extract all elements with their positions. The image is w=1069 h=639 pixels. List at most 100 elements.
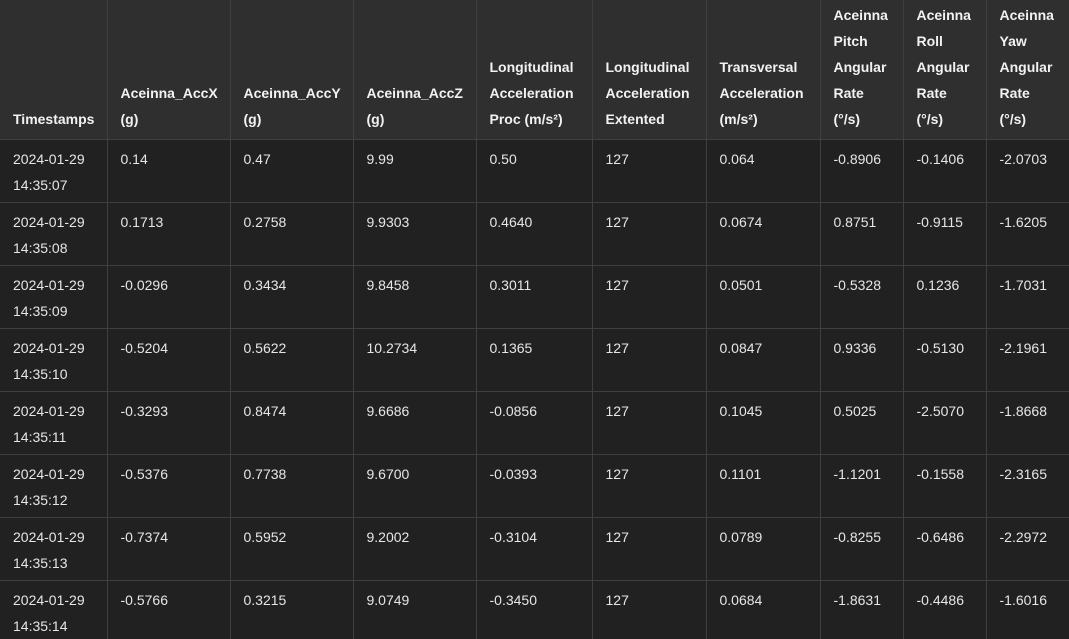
table-cell: 0.1365 [476, 328, 593, 392]
table-cell: 0.3215 [230, 580, 354, 639]
table-cell: -1.8668 [986, 391, 1069, 455]
column-header: Timestamps [0, 0, 108, 140]
table-cell: 127 [592, 391, 707, 455]
timestamp-date: 2024-01-29 [13, 402, 85, 419]
table-cell: 0.5025 [820, 391, 904, 455]
table-cell: 0.5622 [230, 328, 354, 392]
timestamp-cell: 2024-01-29 14:35:10 [0, 328, 108, 392]
table-row: 2024-01-29 14:35:11 -0.3293 0.8474 9.6686 -0.… [0, 391, 1069, 455]
column-header-label: Longitudinal [605, 58, 690, 75]
column-header-label: (°/s) [833, 110, 861, 127]
timestamp-time: 14:35:07 [13, 176, 68, 193]
column-header: Aceinna Yaw Angular Rate (°/s) [986, 0, 1069, 140]
column-header: Transversal Acceleration (m/s²) [706, 0, 821, 140]
timestamp-time: 14:35:12 [13, 491, 68, 508]
timestamp-cell: 2024-01-29 14:35:12 [0, 454, 108, 518]
timestamp-cell: 2024-01-29 14:35:09 [0, 265, 108, 329]
table-cell: 9.8458 [353, 265, 477, 329]
column-header-label: (°/s) [916, 110, 944, 127]
table-cell: -1.6205 [986, 202, 1069, 266]
column-header-label: (°/s) [999, 110, 1027, 127]
table-row: 2024-01-29 14:35:13 -0.7374 0.5952 9.2002 -0.… [0, 517, 1069, 581]
table-cell: 127 [592, 139, 707, 203]
timestamp-date: 2024-01-29 [13, 339, 85, 356]
timestamp-time: 14:35:14 [13, 617, 68, 634]
table-cell: 127 [592, 580, 707, 639]
table-row: 2024-01-29 14:35:07 0.14 0.47 9.99 0.50 127 0.0… [0, 139, 1069, 203]
table-row: 2024-01-29 14:35:08 0.1713 0.2758 9.9303 0.46… [0, 202, 1069, 266]
table-cell: 0.50 [476, 139, 593, 203]
column-header-label: Proc (m/s²) [489, 110, 563, 127]
table-cell: 127 [592, 265, 707, 329]
table-cell: -0.8255 [820, 517, 904, 581]
table-cell: -0.1558 [903, 454, 987, 518]
table-cell: -2.0703 [986, 139, 1069, 203]
column-header-label: Angular [999, 58, 1053, 75]
column-header-label: Aceinna [916, 6, 971, 23]
column-header-label: Aceinna_AccX [120, 84, 218, 101]
column-header-label: Rate [916, 84, 947, 101]
table-cell: -2.3165 [986, 454, 1069, 518]
table-cell: -0.3293 [107, 391, 231, 455]
table-cell: 0.2758 [230, 202, 354, 266]
table-cell: 0.7738 [230, 454, 354, 518]
table-cell: 10.2734 [353, 328, 477, 392]
table-cell: 127 [592, 202, 707, 266]
column-header: Aceinna Roll Angular Rate (°/s) [903, 0, 987, 140]
column-header: Aceinna_AccX (g) [107, 0, 231, 140]
table-cell: 9.9303 [353, 202, 477, 266]
table-cell: -0.1406 [903, 139, 987, 203]
table-cell: 0.8474 [230, 391, 354, 455]
table-cell: 0.47 [230, 139, 354, 203]
column-header-label: Acceleration [605, 84, 690, 101]
table-cell: 0.14 [107, 139, 231, 203]
table-cell: 0.1713 [107, 202, 231, 266]
timestamp-cell: 2024-01-29 14:35:13 [0, 517, 108, 581]
column-header-label: (g) [120, 110, 139, 127]
table-cell: -2.2972 [986, 517, 1069, 581]
column-header: Aceinna_AccY (g) [230, 0, 354, 140]
column-header: Longitudinal Acceleration Extented [592, 0, 707, 140]
table-cell: 0.1101 [706, 454, 821, 518]
table-cell: 0.1236 [903, 265, 987, 329]
column-header-label: Yaw [999, 32, 1027, 49]
timestamp-date: 2024-01-29 [13, 150, 85, 167]
timestamp-time: 14:35:10 [13, 365, 68, 382]
column-header-label: Aceinna_AccY [243, 84, 341, 101]
timestamp-time: 14:35:11 [13, 428, 67, 445]
column-header-label: (g) [243, 110, 262, 127]
table-cell: 9.0749 [353, 580, 477, 639]
table-row: 2024-01-29 14:35:12 -0.5376 0.7738 9.6700 -0.… [0, 454, 1069, 518]
table-body: 2024-01-29 14:35:07 0.14 0.47 9.99 0.50 127 0.0… [0, 139, 1069, 639]
table-cell: 9.99 [353, 139, 477, 203]
table-cell: 0.3011 [476, 265, 593, 329]
table-cell: 0.1045 [706, 391, 821, 455]
table-row: 2024-01-29 14:35:10 -0.5204 0.5622 10.2734 0.… [0, 328, 1069, 392]
column-header-label: Acceleration [489, 84, 574, 101]
timestamp-date: 2024-01-29 [13, 276, 85, 293]
column-header-label: Acceleration [719, 84, 804, 101]
table-cell: 9.6700 [353, 454, 477, 518]
timestamp-date: 2024-01-29 [13, 591, 85, 608]
table-cell: -0.0393 [476, 454, 593, 518]
column-header-label: Angular [916, 58, 970, 75]
table-cell: -2.5070 [903, 391, 987, 455]
column-header-label: Aceinna_AccZ [366, 84, 463, 101]
table-cell: -0.5328 [820, 265, 904, 329]
timestamp-cell: 2024-01-29 14:35:14 [0, 580, 108, 639]
column-header-label: Timestamps [13, 110, 95, 127]
column-header-label: Roll [916, 32, 943, 49]
column-header-label: Aceinna [999, 6, 1054, 23]
table-cell: -0.5376 [107, 454, 231, 518]
table-header: Timestamps Aceinna_AccX (g) Aceinna_AccY (g)… [0, 0, 1069, 140]
table-cell: -0.0856 [476, 391, 593, 455]
table-cell: -1.6016 [986, 580, 1069, 639]
table-cell: -0.8906 [820, 139, 904, 203]
column-header-label: (m/s²) [719, 110, 758, 127]
column-header-label: Aceinna [833, 6, 888, 23]
table-cell: 0.5952 [230, 517, 354, 581]
table-cell: -0.7374 [107, 517, 231, 581]
timestamp-date: 2024-01-29 [13, 213, 85, 230]
table-cell: -0.5766 [107, 580, 231, 639]
